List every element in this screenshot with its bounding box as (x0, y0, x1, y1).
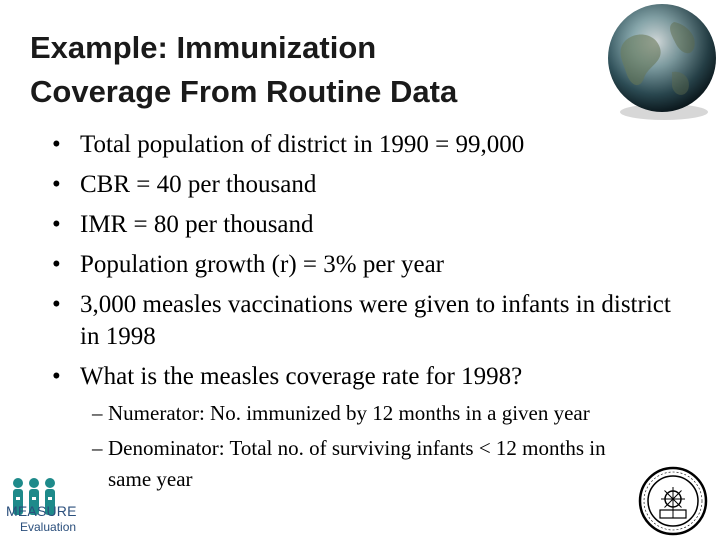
sub-bullet-text: Numerator: No. immunized by 12 months in… (108, 401, 590, 425)
bullet-text: IMR = 80 per thousand (80, 211, 314, 238)
title-line-1: Example: Immunization (30, 30, 377, 65)
bullet-marker: • (52, 363, 61, 390)
list-item: • Total population of district in 1990 =… (52, 125, 692, 165)
bullet-marker: • (52, 171, 61, 198)
list-item: • Population growth (r) = 3% per year (52, 245, 692, 285)
slide-title: Example: Immunization Coverage From Rout… (30, 26, 590, 114)
list-item: • 3,000 measles vaccinations were given … (52, 285, 692, 357)
seal-icon (638, 466, 708, 536)
bullet-text: Total population of district in 1990 = 9… (80, 131, 525, 158)
bullet-marker: • (52, 211, 61, 238)
bullet-text: 3,000 measles vaccinations were given to… (80, 291, 671, 350)
bullet-marker: • (52, 251, 61, 278)
measure-logo-sub: Evaluation (20, 520, 77, 534)
sub-bullet-list: – Numerator: No. immunized by 12 months … (92, 398, 652, 499)
people-icon (13, 478, 55, 515)
bullet-text: Population growth (r) = 3% per year (80, 251, 445, 278)
list-item: • CBR = 40 per thousand (52, 165, 692, 205)
list-item: – Denominator: Total no. of surviving in… (92, 433, 652, 495)
list-item: • What is the measles coverage rate for … (52, 357, 692, 397)
bullet-text: What is the measles coverage rate for 19… (80, 363, 523, 390)
dash-marker: – (92, 436, 103, 460)
list-item: – Numerator: No. immunized by 12 months … (92, 398, 652, 429)
measure-logo-name: MEASURE (6, 503, 77, 519)
title-line-2: Coverage From Routine Data (30, 74, 458, 109)
globe-icon (608, 4, 716, 120)
list-item: • IMR = 80 per thousand (52, 205, 692, 245)
bullet-list: • Total population of district in 1990 =… (52, 125, 692, 397)
bullet-marker: • (52, 291, 61, 318)
bullet-marker: • (52, 131, 61, 158)
dash-marker: – (92, 401, 103, 425)
sub-bullet-text: Denominator: Total no. of surviving infa… (108, 436, 606, 491)
bullet-text: CBR = 40 per thousand (80, 171, 317, 198)
